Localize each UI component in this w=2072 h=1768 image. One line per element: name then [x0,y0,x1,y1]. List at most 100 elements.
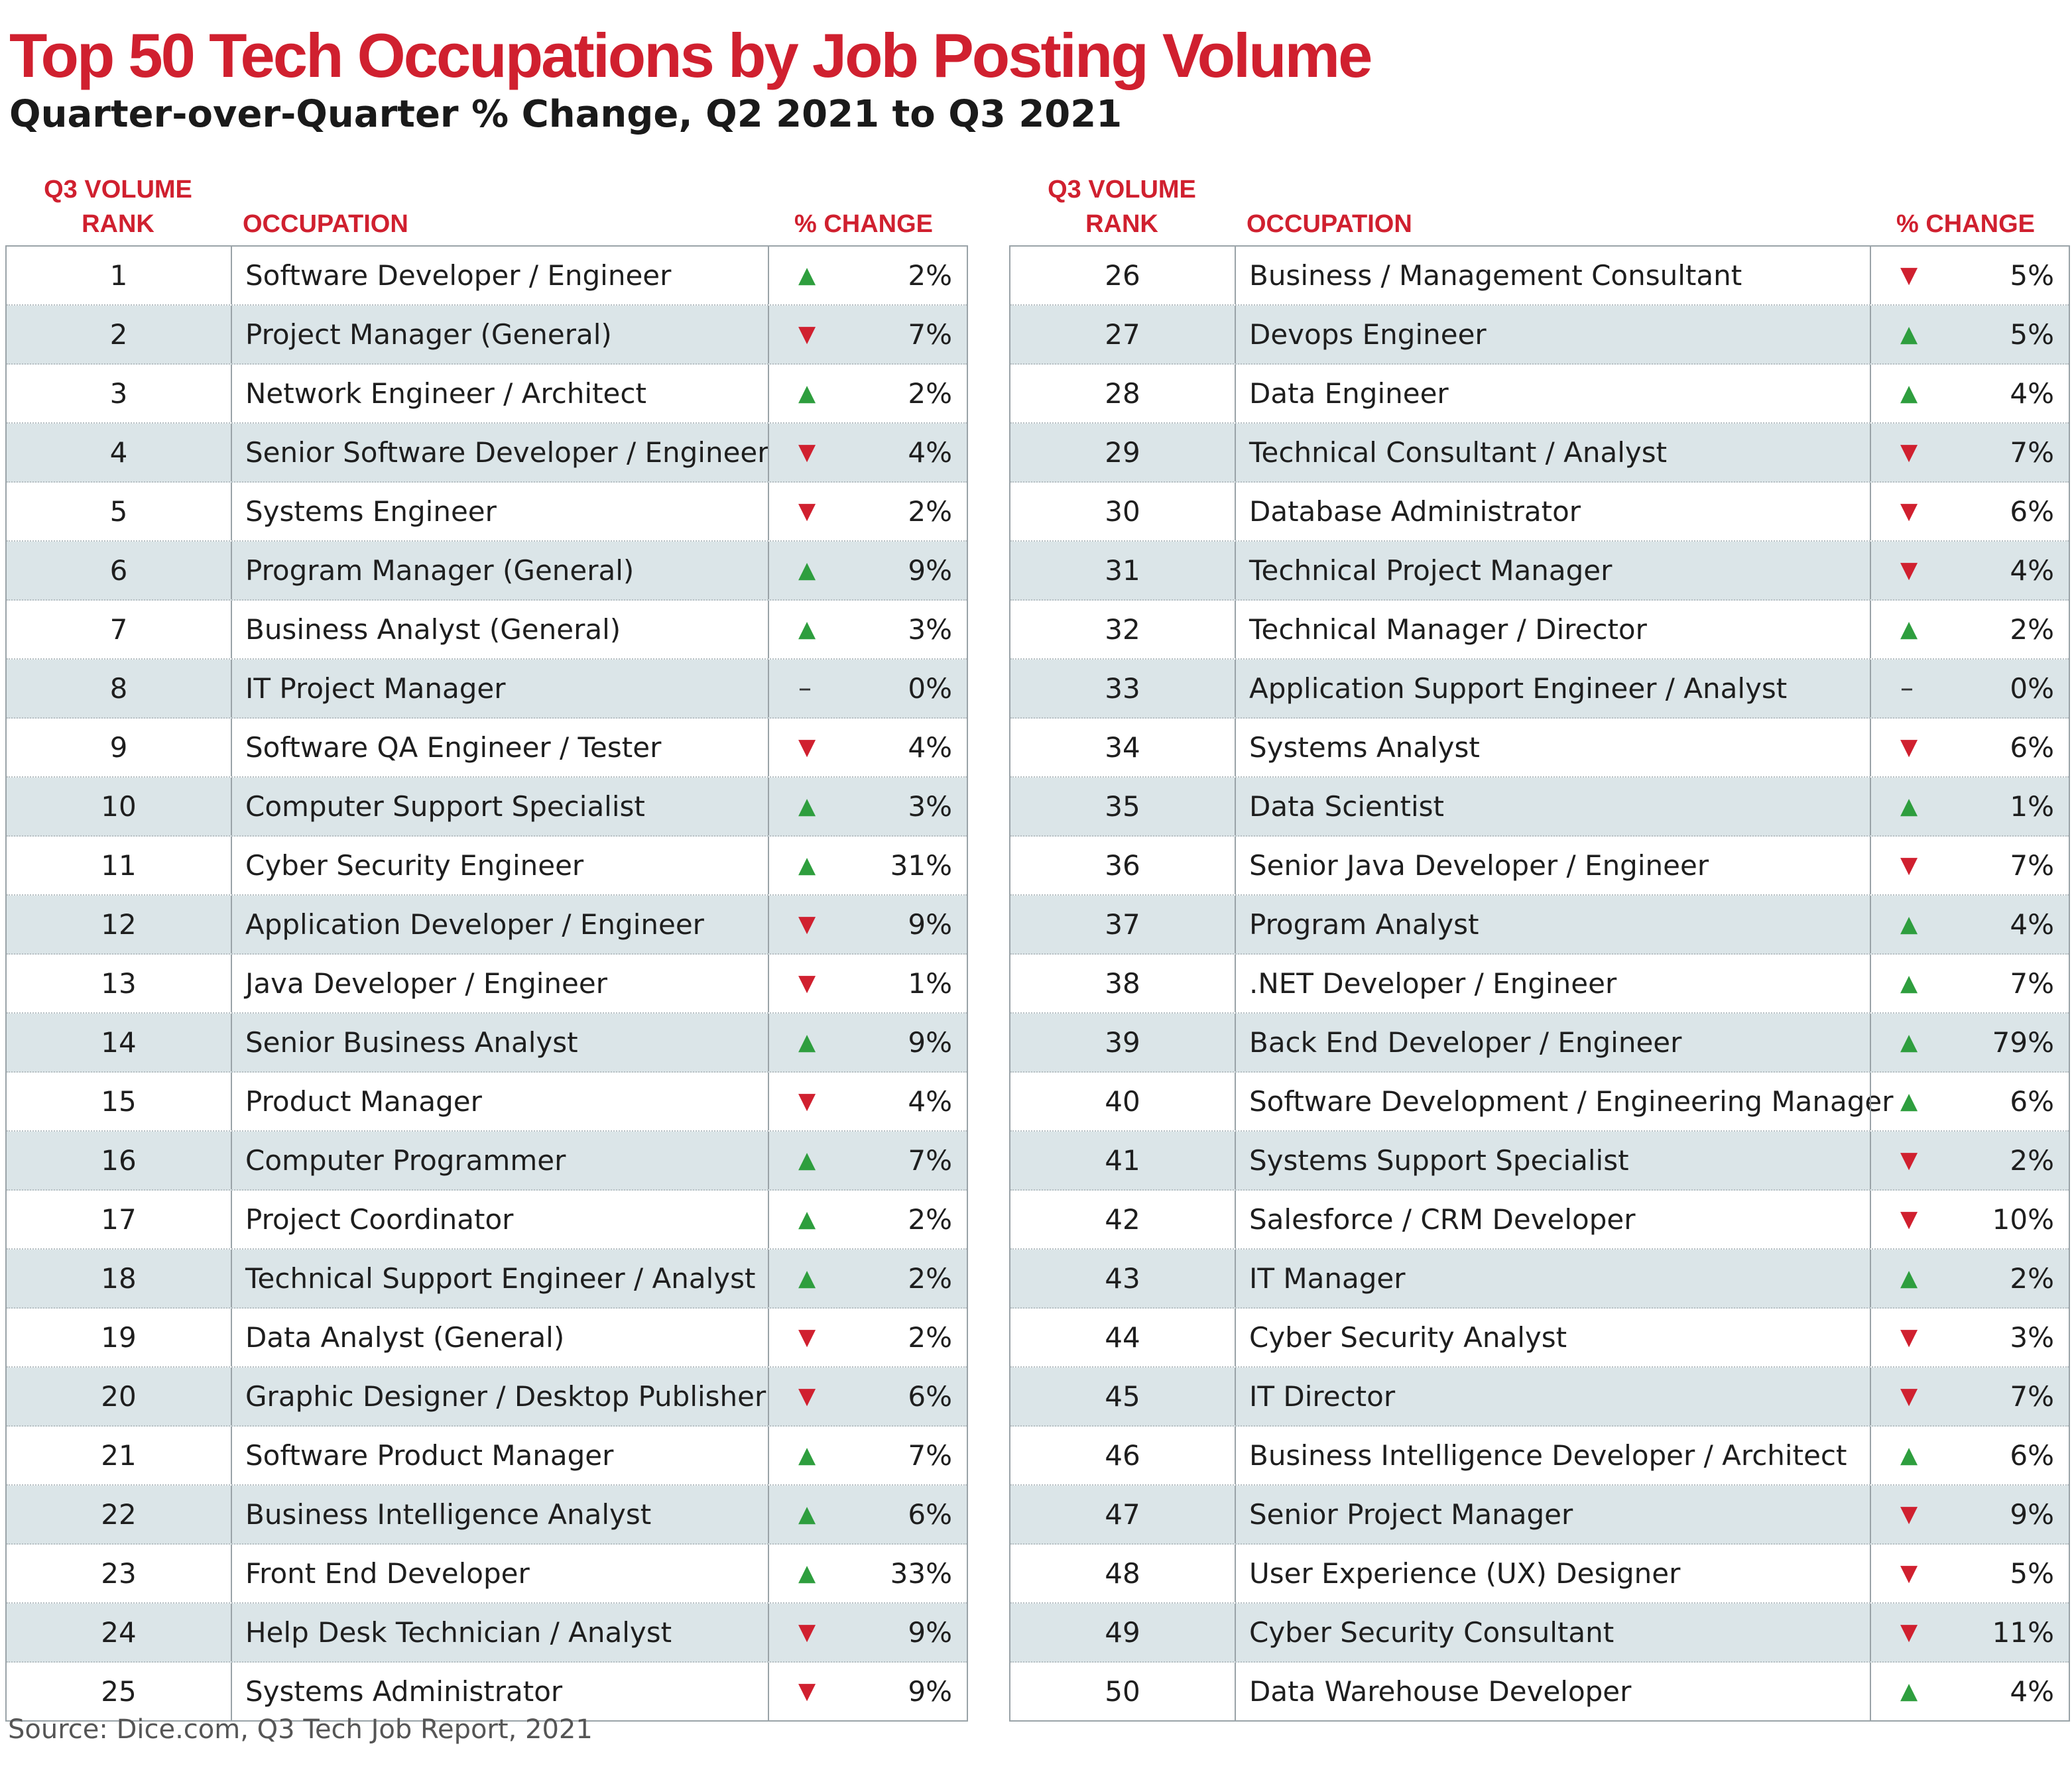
occupation-cell: IT Manager [1249,1262,1406,1295]
rank-cell: 32 [1105,613,1140,646]
rank-header-line1: Q3 VOLUME [1048,176,1196,204]
table-row: 2 Project Manager (General) ▼ 7% [7,306,967,365]
rank-cell: 46 [1105,1439,1140,1472]
occupation-cell: Project Coordinator [245,1203,514,1236]
rank-cell: 36 [1105,849,1140,882]
column-divider [231,1604,232,1661]
table-row: 44 Cyber Security Analyst ▼ 3% [1010,1309,2069,1368]
column-divider [768,1604,769,1661]
change-value: 2% [908,495,952,528]
occupation-cell: Project Manager (General) [245,318,612,351]
change-value: 7% [2010,436,2054,469]
change-cell: ▲ 2% [1871,601,2070,658]
change-cell: ▼ 10% [1871,1191,2070,1248]
column-divider [1235,1604,1236,1661]
up-arrow-icon: ▲ [798,616,816,642]
column-divider [231,1486,232,1543]
column-divider [231,306,232,363]
column-divider [1235,1486,1236,1543]
rank-cell: 1 [109,259,128,292]
table-row: 45 IT Director ▼ 7% [1010,1368,2069,1427]
change-cell: ▲ 2% [769,1250,968,1307]
change-cell: ▼ 5% [1871,247,2070,304]
down-arrow-icon: ▼ [798,498,816,524]
table-row: 8 IT Project Manager – 0% [7,660,967,719]
down-arrow-icon: ▼ [1900,852,1918,878]
column-divider [1235,1368,1236,1425]
column-divider [231,1663,232,1720]
column-divider [1870,1309,1871,1366]
column-divider [231,660,232,717]
occupation-cell: Systems Analyst [1249,731,1480,764]
column-divider [1235,837,1236,894]
change-value: 4% [2010,554,2054,587]
occupation-cell: Graphic Designer / Desktop Publisher [245,1380,766,1413]
change-value: 6% [908,1498,952,1531]
occupation-cell: Software Product Manager [245,1439,614,1472]
column-divider [1870,483,1871,540]
change-value: 9% [908,1026,952,1059]
change-cell: ▲ 2% [769,1191,968,1248]
change-column-header: % CHANGE [794,210,934,238]
occupation-cell: Cyber Security Analyst [1249,1321,1567,1354]
occupation-cell: Program Analyst [1249,908,1479,941]
change-value: 7% [2010,1380,2054,1413]
table-row: 15 Product Manager ▼ 4% [7,1073,967,1132]
column-divider [1235,660,1236,717]
change-value: 4% [2010,908,2054,941]
column-divider [768,1014,769,1071]
column-divider [1870,1545,1871,1602]
rank-cell: 41 [1105,1144,1140,1177]
rank-cell: 8 [109,672,128,705]
column-divider [1870,1073,1871,1130]
change-cell: ▼ 2% [1871,1132,2070,1189]
column-divider [768,778,769,835]
column-divider [1870,660,1871,717]
up-arrow-icon: ▲ [798,557,816,583]
rank-cell: 31 [1105,554,1140,587]
down-arrow-icon: ▼ [798,911,816,937]
change-cell: ▲ 7% [1871,955,2070,1012]
up-arrow-icon: ▲ [1900,1442,1918,1468]
down-arrow-icon: ▼ [798,1678,816,1704]
occupation-cell: Product Manager [245,1085,482,1118]
table-row: 12 Application Developer / Engineer ▼ 9% [7,896,967,955]
table-row: 39 Back End Developer / Engineer ▲ 79% [1010,1014,2069,1073]
change-value: 5% [2010,259,2054,292]
occupation-cell: .NET Developer / Engineer [1249,967,1617,1000]
table-row: 16 Computer Programmer ▲ 7% [7,1132,967,1191]
column-divider [768,1427,769,1484]
change-cell: ▼ 6% [1871,719,2070,776]
rank-cell: 43 [1105,1262,1140,1295]
occupation-cell: Database Administrator [1249,495,1581,528]
change-value: 9% [908,554,952,587]
column-divider [1870,955,1871,1012]
occupation-cell: Data Engineer [1249,377,1449,410]
table-row: 10 Computer Support Specialist ▲ 3% [7,778,967,837]
rank-cell: 11 [101,849,137,882]
column-divider [1235,955,1236,1012]
rank-cell: 13 [101,967,137,1000]
table-row: 32 Technical Manager / Director ▲ 2% [1010,601,2069,660]
change-column-header: % CHANGE [1896,210,2036,238]
change-value: 7% [2010,967,2054,1000]
up-arrow-icon: ▲ [798,262,816,288]
change-value: 0% [908,672,952,705]
occupation-cell: Technical Support Engineer / Analyst [245,1262,756,1295]
rank-cell: 50 [1105,1675,1140,1708]
rank-cell: 28 [1105,377,1140,410]
column-divider [231,896,232,953]
change-cell: ▲ 9% [769,542,968,599]
rank-cell: 42 [1105,1203,1140,1236]
rank-cell: 19 [101,1321,137,1354]
occupation-cell: Systems Engineer [245,495,497,528]
column-divider [231,1191,232,1248]
table-row: 36 Senior Java Developer / Engineer ▼ 7% [1010,837,2069,896]
column-divider [768,247,769,304]
column-divider [1235,424,1236,481]
occupation-cell: Java Developer / Engineer [245,967,607,1000]
change-value: 9% [908,1675,952,1708]
rank-cell: 24 [101,1616,137,1649]
rank-header-line2: RANK [82,210,154,238]
up-arrow-icon: ▲ [798,1206,816,1232]
